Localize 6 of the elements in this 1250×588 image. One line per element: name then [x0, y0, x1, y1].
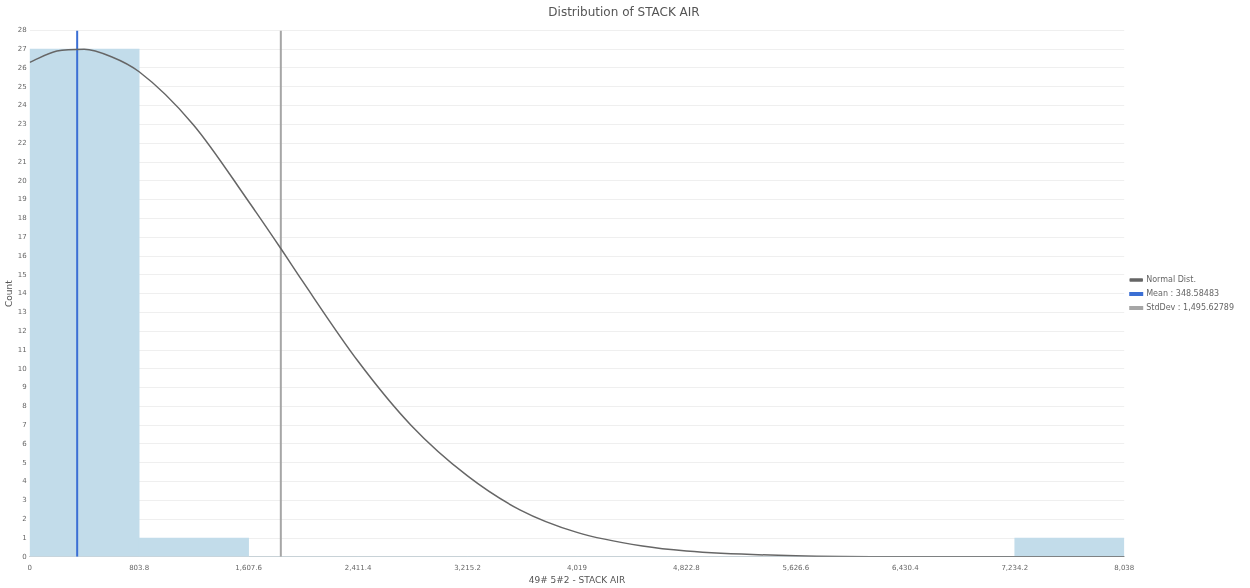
x-axis-title: 49# 5#2 - STACK AIR	[528, 574, 626, 585]
y-axis-title: Count	[3, 279, 14, 307]
chart-title: Distribution of STACK AIR	[548, 5, 700, 20]
text: Mean : 348.58483	[1146, 289, 1220, 299]
text: StdDev : 1,495.62789	[1146, 303, 1235, 313]
legend-label: Normal Dist.	[1146, 275, 1196, 285]
